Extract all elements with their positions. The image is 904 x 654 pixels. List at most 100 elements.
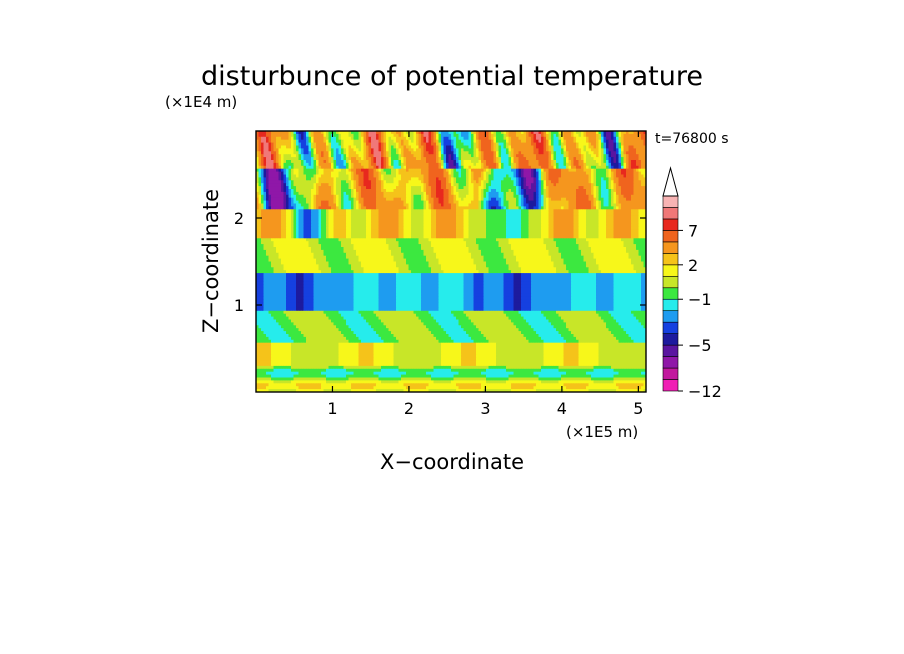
contour-cell — [288, 165, 292, 170]
contour-cell — [508, 139, 512, 143]
contour-cell — [536, 139, 539, 143]
contour-cell — [533, 145, 537, 149]
contour-cell — [263, 131, 267, 135]
contour-cell — [598, 189, 602, 193]
contour-cell — [451, 183, 454, 187]
contour-cell — [333, 203, 337, 207]
contour-cell — [626, 220, 629, 225]
contour-cell — [476, 220, 479, 225]
contour-cell — [388, 142, 392, 146]
contour-cell — [353, 157, 357, 161]
contour-cell — [398, 189, 402, 193]
contour-cell — [633, 154, 637, 158]
contour-cell — [333, 183, 337, 187]
contour-cell — [456, 206, 459, 210]
contour-cell — [451, 168, 454, 172]
contour-cell — [481, 180, 484, 184]
contour-cell — [383, 136, 387, 141]
contour-cell — [353, 171, 357, 175]
contour-cell — [558, 148, 562, 152]
contour-cell — [316, 133, 319, 138]
contour-cell — [503, 186, 507, 190]
contour-cell — [418, 139, 422, 143]
contour-cell — [351, 145, 354, 149]
contour-cell — [291, 203, 294, 207]
contour-cell — [326, 160, 329, 164]
contour-cell — [431, 148, 434, 152]
contour-cell — [631, 197, 634, 201]
contour-cell — [548, 168, 552, 172]
contour-cell — [323, 197, 327, 201]
contour-cell — [446, 142, 449, 146]
contour-cell — [556, 154, 559, 158]
contour-cell — [526, 206, 529, 210]
contour-cell — [311, 139, 314, 143]
contour-cell — [553, 191, 557, 196]
contour-cell — [351, 206, 354, 210]
contour-cell — [551, 215, 554, 219]
contour-cell — [353, 168, 357, 172]
contour-cell — [266, 220, 269, 225]
contour-cell — [288, 203, 292, 207]
contour-cell — [508, 215, 512, 219]
contour-cell — [323, 212, 327, 216]
contour-cell — [548, 160, 552, 164]
contour-cell — [623, 186, 627, 190]
contour-cell — [416, 145, 419, 149]
contour-cell — [418, 209, 422, 213]
contour-cell — [451, 157, 454, 161]
contour-cell — [608, 200, 612, 204]
contour-cell — [396, 157, 399, 161]
contour-cell — [288, 151, 292, 155]
contour-cell — [336, 148, 339, 152]
contour-cell — [336, 220, 339, 225]
contour-cell — [516, 154, 519, 158]
contour-cell — [456, 157, 459, 161]
contour-cell — [411, 154, 414, 158]
contour-cell — [541, 131, 544, 135]
contour-cell — [336, 133, 339, 138]
contour-cell — [371, 154, 374, 158]
contour-cell — [278, 218, 282, 222]
contour-cell — [528, 177, 532, 181]
contour-cell — [378, 136, 382, 141]
contour-cell — [518, 183, 522, 187]
contour-cell — [416, 171, 419, 175]
contour-cell — [583, 200, 587, 204]
contour-cell — [448, 203, 452, 207]
contour-cell — [356, 189, 359, 193]
contour-cell — [463, 220, 467, 225]
contour-cell — [278, 200, 282, 204]
contour-cell — [293, 133, 297, 138]
contour-cell — [446, 197, 449, 201]
contour-cell — [573, 183, 577, 187]
contour-cell — [398, 174, 402, 178]
contour-cell — [573, 206, 577, 210]
contour-cell — [518, 145, 522, 149]
contour-cell — [338, 131, 342, 135]
contour-cell — [468, 206, 472, 210]
contour-cell — [556, 191, 559, 196]
contour-cell — [611, 131, 614, 135]
contour-cell — [608, 133, 612, 138]
contour-cell — [406, 142, 409, 146]
contour-cell — [576, 168, 579, 172]
contour-cell — [481, 136, 484, 141]
contour-cell — [483, 174, 487, 178]
contour-cell — [273, 209, 277, 213]
contour-cell — [453, 136, 457, 141]
contour-cell — [388, 157, 392, 161]
contour-cell — [476, 160, 479, 164]
contour-cell — [608, 218, 612, 222]
contour-cell — [363, 136, 367, 141]
contour-cell — [501, 209, 504, 213]
contour-cell — [496, 212, 499, 216]
contour-cell — [638, 220, 642, 225]
contour-cell — [533, 165, 537, 170]
contour-cell — [441, 200, 444, 204]
contour-cell — [538, 183, 542, 187]
contour-cell — [351, 174, 354, 178]
contour-cell — [576, 206, 579, 210]
contour-cell — [551, 218, 554, 222]
contour-cell — [346, 154, 349, 158]
